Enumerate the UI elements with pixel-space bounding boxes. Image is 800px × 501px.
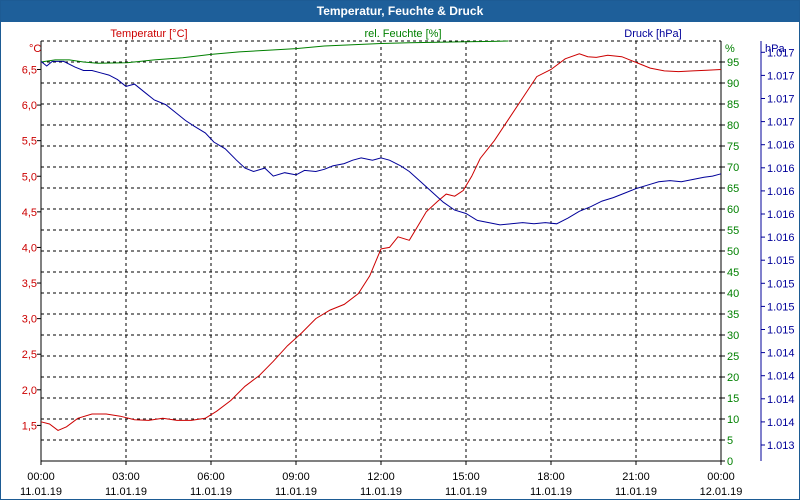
time-tick-label: 12:00 [367, 471, 395, 483]
pressure-tick-label: 1.017 [767, 70, 795, 82]
pressure-tick-label: 1.016 [767, 140, 795, 152]
temperature-axis-ticks: 1,5 2,0 2,5 3,0 3,5 4,0 4,5 5,0 5,5 6,0 6,5 [22, 64, 41, 432]
humidity-tick-label: 95 [727, 57, 739, 69]
humidity-tick-label: 30 [727, 330, 739, 342]
humidity-tick-label: 25 [727, 351, 739, 363]
temperature-tick-label: 5,0 [22, 171, 37, 183]
pressure-tick-label: 1.015 [767, 301, 795, 313]
date-tick-label: 11.01.19 [275, 486, 317, 498]
time-axis-ticks: 00:00 11.01.19 03:00 11.01.19 06:00 11.01.19 0… [20, 461, 742, 498]
date-tick-label: 11.01.19 [615, 486, 657, 498]
temperature-tick-label: 1,5 [22, 420, 37, 432]
pressure-tick-label: 1.013 [767, 440, 795, 452]
humidity-tick-label: 15 [727, 393, 739, 405]
temperature-tick-label: 3,0 [22, 314, 37, 326]
temperature-tick-label: 4,5 [22, 207, 37, 219]
time-tick-label: 18:00 [537, 471, 565, 483]
humidity-tick-label: 10 [727, 414, 739, 426]
humidity-tick-label: 55 [727, 225, 739, 237]
pressure-legend: Druck [hPa] [624, 28, 681, 40]
humidity-tick-label: 0 [727, 456, 733, 468]
temperature-tick-label: 4,0 [22, 242, 37, 254]
humidity-tick-label: 20 [727, 372, 739, 384]
time-tick-label: 00:00 [27, 471, 55, 483]
date-tick-label: 11.01.19 [530, 486, 572, 498]
time-tick-label: 15:00 [452, 471, 480, 483]
date-tick-label: 11.01.19 [445, 486, 487, 498]
humidity-tick-label: 80 [727, 120, 739, 132]
humidity-tick-label: 75 [727, 141, 739, 153]
temperature-tick-label: 5,5 [22, 136, 37, 148]
pressure-tick-label: 1.017 [767, 47, 795, 59]
series-lines [40, 40, 722, 431]
pressure-tick-label: 1.015 [767, 325, 795, 337]
temperature-tick-label: 2,0 [22, 385, 37, 397]
humidity-tick-label: 90 [727, 78, 739, 90]
date-tick-label: 11.01.19 [105, 486, 147, 498]
humidity-tick-label: 35 [727, 309, 739, 321]
temperature-unit-label: °C [29, 43, 41, 55]
pressure-tick-label: 1.016 [767, 209, 795, 221]
pressure-tick-label: 1.016 [767, 186, 795, 198]
time-tick-label: 00:00 [707, 471, 735, 483]
humidity-tick-label: 45 [727, 267, 739, 279]
humidity-tick-label: 60 [727, 204, 739, 216]
pressure-tick-label: 1.014 [767, 348, 795, 360]
pressure-tick-label: 1.014 [767, 371, 795, 383]
grid-lines [41, 41, 721, 461]
date-tick-label: 12.01.19 [700, 486, 743, 498]
date-tick-label: 11.01.19 [20, 486, 62, 498]
humidity-tick-label: 40 [727, 288, 739, 300]
temperature-tick-label: 2,5 [22, 349, 37, 361]
pressure-tick-label: 1.015 [767, 255, 795, 267]
humidity-tick-label: 50 [727, 246, 739, 258]
temperature-tick-label: 6,5 [22, 64, 37, 76]
pressure-tick-label: 1.017 [767, 94, 795, 106]
temperature-line [40, 53, 722, 431]
time-tick-label: 09:00 [282, 471, 310, 483]
humidity-tick-label: 5 [727, 435, 733, 447]
humidity-axis-ticks: 0 5 10 15 20 25 30 35 40 45 50 55 60 65 70 75 80 85 90 95 [721, 57, 739, 468]
temperature-legend: Temperatur [°C] [110, 28, 187, 40]
pressure-tick-label: 1.017 [767, 117, 795, 129]
date-tick-label: 11.01.19 [190, 486, 232, 498]
humidity-legend: rel. Feuchte [%] [364, 28, 441, 40]
humidity-tick-label: 70 [727, 162, 739, 174]
pressure-tick-label: 1.016 [767, 232, 795, 244]
temperature-tick-label: 3,5 [22, 278, 37, 290]
chart-title: Temperatur, Feuchte & Druck [1, 1, 799, 22]
time-tick-label: 06:00 [197, 471, 225, 483]
humidity-tick-label: 85 [727, 99, 739, 111]
pressure-axis-ticks: 1.013 1.014 1.014 1.014 1.014 1.015 1.015 1.015… [761, 47, 795, 452]
pressure-tick-label: 1.015 [767, 278, 795, 290]
pressure-unit-label: hPa [765, 43, 785, 55]
pressure-tick-label: 1.014 [767, 417, 795, 429]
date-tick-label: 11.01.19 [360, 486, 402, 498]
pressure-tick-label: 1.014 [767, 394, 795, 406]
humidity-line [40, 40, 509, 64]
humidity-tick-label: 65 [727, 183, 739, 195]
pressure-tick-label: 1.016 [767, 163, 795, 175]
temperature-tick-label: 6,0 [22, 100, 37, 112]
time-tick-label: 03:00 [112, 471, 140, 483]
humidity-unit-label: % [725, 43, 735, 55]
time-tick-label: 21:00 [622, 471, 650, 483]
pressure-line [40, 60, 722, 226]
